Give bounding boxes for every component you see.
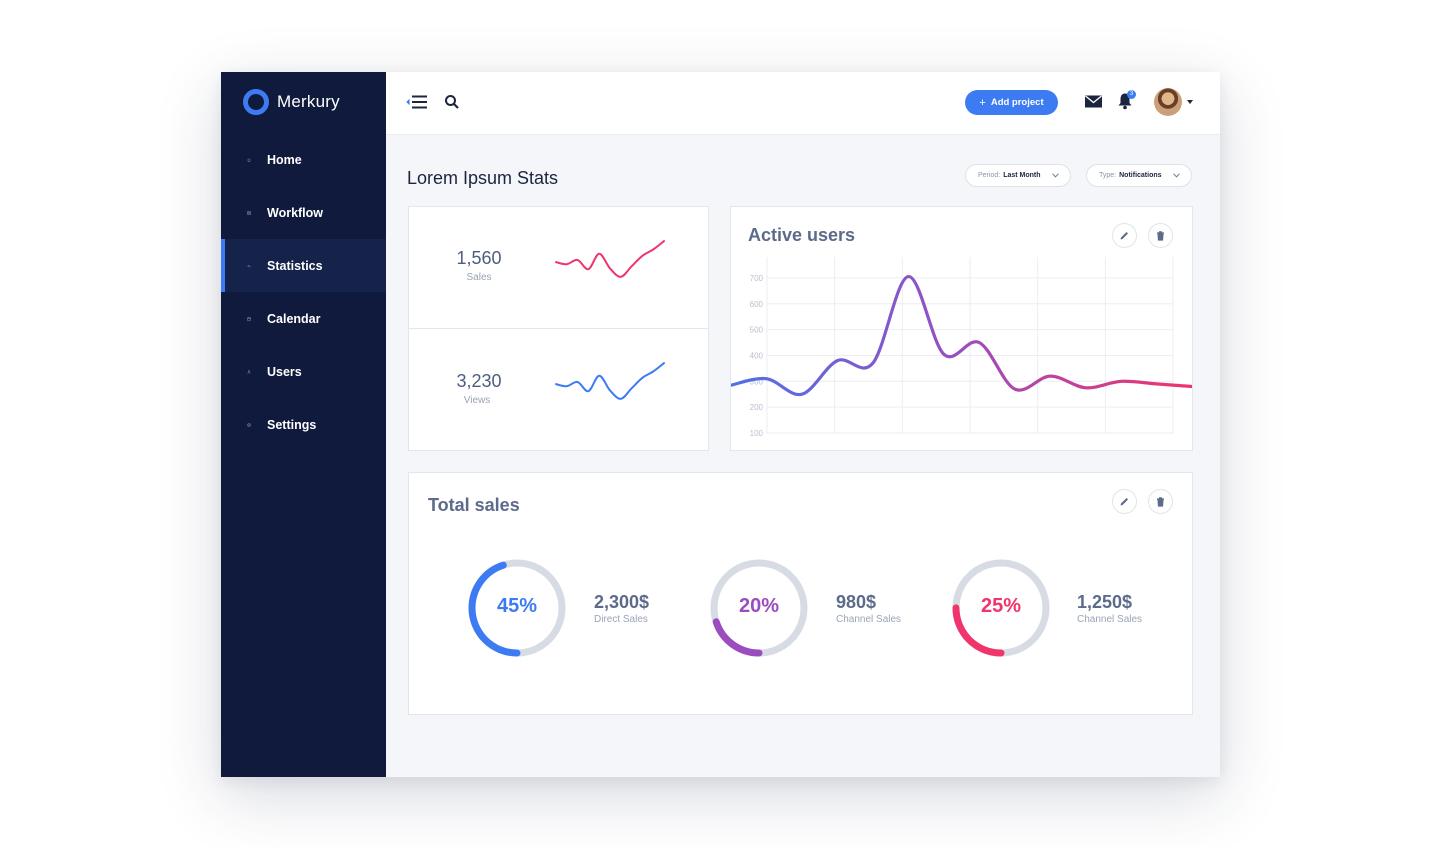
active-users-card: Active users 100 200 300 400 500 600 700 xyxy=(730,206,1193,451)
app-window: Merkury Home Workflow Statistics xyxy=(221,72,1220,777)
views-label: Views xyxy=(463,395,491,406)
y-tick-label: 600 xyxy=(750,300,764,309)
chart-series-line xyxy=(731,275,1192,397)
y-tick-label: 100 xyxy=(750,429,764,438)
app-name: Merkury xyxy=(277,92,340,111)
menu-icon[interactable] xyxy=(406,95,428,109)
pencil-icon xyxy=(1120,232,1128,240)
donut-arc xyxy=(952,559,1050,657)
brand[interactable]: Merkury xyxy=(243,89,340,115)
sidebar-item-label: Workflow xyxy=(267,205,324,220)
chevron-down-icon xyxy=(1173,173,1180,178)
y-tick-label: 500 xyxy=(750,326,764,335)
add-project-label: Add project xyxy=(990,97,1044,108)
sidebar-item-label: Home xyxy=(267,152,302,167)
sidebar-item-statistics[interactable]: Statistics xyxy=(221,239,386,292)
logo-icon xyxy=(243,89,269,115)
sales-amount: 2,300$ xyxy=(594,592,650,612)
filter-value: Notifications xyxy=(1119,172,1162,179)
sidebar-item-users[interactable]: Users xyxy=(221,345,386,398)
search-icon[interactable] xyxy=(444,94,460,110)
sidebar-item-calendar[interactable]: Calendar xyxy=(221,292,386,345)
y-tick-label: 400 xyxy=(750,351,764,360)
edit-button[interactable] xyxy=(1112,223,1137,248)
channel-sales-donut xyxy=(710,559,808,657)
direct-sales-donut xyxy=(468,559,566,657)
sales-amount: 980$ xyxy=(836,592,877,612)
sidebar-item-settings[interactable]: Settings xyxy=(221,398,386,451)
sidebar-item-label: Statistics xyxy=(267,258,323,273)
mail-icon[interactable] xyxy=(1084,94,1103,109)
chart-grid xyxy=(766,257,1174,434)
avatar[interactable] xyxy=(1154,88,1182,116)
type-filter-select[interactable]: Type: Notifications xyxy=(1086,164,1192,187)
sidebar-item-label: Calendar xyxy=(267,311,321,326)
edit-button[interactable] xyxy=(1112,489,1137,514)
chevron-down-icon[interactable] xyxy=(1187,100,1193,104)
views-sparkline xyxy=(555,362,665,400)
sidebar-item-label: Settings xyxy=(267,417,317,432)
donut-percent: 45% xyxy=(496,595,538,617)
workflow-icon xyxy=(247,207,259,219)
sales-amount-label: Channel Sales xyxy=(1077,614,1143,625)
divider xyxy=(409,328,708,329)
sidebar-item-workflow[interactable]: Workflow xyxy=(221,186,386,239)
trash-icon xyxy=(1157,231,1164,241)
trash-icon xyxy=(1157,497,1164,507)
sidebar-item-label: Users xyxy=(267,364,302,379)
sidebar: Merkury Home Workflow Statistics xyxy=(221,72,386,777)
sales-amount-label: Direct Sales xyxy=(594,614,648,625)
y-tick-label: 300 xyxy=(750,377,764,386)
filter-prefix: Type: xyxy=(1099,172,1117,179)
pencil-icon xyxy=(1120,498,1128,506)
sales-amount-label: Channel Sales xyxy=(836,614,902,625)
sales-amount: 1,250$ xyxy=(1077,592,1133,612)
total-sales-title: Total sales xyxy=(428,495,520,515)
donut-arc xyxy=(468,559,566,657)
active-users-title: Active users xyxy=(748,225,856,245)
y-tick-label: 700 xyxy=(750,274,764,283)
page-title: Lorem Ipsum Stats xyxy=(407,168,559,188)
delete-button[interactable] xyxy=(1148,223,1173,248)
filter-prefix: Period: xyxy=(978,172,1001,179)
sales-sparkline-line xyxy=(555,240,665,278)
add-project-button[interactable]: + Add project xyxy=(965,90,1058,115)
sidebar-nav: Home Workflow Statistics Calendar xyxy=(221,133,386,451)
statistics-icon xyxy=(247,260,259,272)
total-sales-card: Total sales 45% 2,300$ Direct Sales 20% … xyxy=(408,472,1193,715)
channel-sales-donut xyxy=(952,559,1050,657)
donut-arc xyxy=(710,559,808,657)
donut-percent: 20% xyxy=(738,595,780,617)
topbar: + Add project 3 xyxy=(386,72,1220,135)
gear-icon xyxy=(247,419,259,431)
donut-percent: 25% xyxy=(980,595,1022,617)
sales-value: 1,560 xyxy=(456,248,502,268)
delete-button[interactable] xyxy=(1148,489,1173,514)
calendar-icon xyxy=(247,313,259,325)
sales-label: Sales xyxy=(466,272,492,283)
plus-icon: + xyxy=(979,96,986,109)
period-filter-select[interactable]: Period: Last Month xyxy=(965,164,1071,187)
sales-sparkline xyxy=(555,240,665,278)
stats-card: 1,560 Sales 3,230 Views xyxy=(408,206,709,451)
active-users-chart: 100 200 300 400 500 600 700 xyxy=(731,257,1192,438)
y-tick-label: 200 xyxy=(750,403,764,412)
views-value: 3,230 xyxy=(456,371,502,391)
chevron-down-icon xyxy=(1052,173,1059,178)
views-sparkline-line xyxy=(555,362,665,400)
sidebar-item-home[interactable]: Home xyxy=(221,133,386,186)
home-icon xyxy=(247,154,259,166)
filter-value: Last Month xyxy=(1003,172,1041,179)
user-icon xyxy=(247,366,259,378)
notification-badge: 3 xyxy=(1127,90,1136,99)
chart-y-axis: 100 200 300 400 500 600 700 xyxy=(750,274,764,438)
